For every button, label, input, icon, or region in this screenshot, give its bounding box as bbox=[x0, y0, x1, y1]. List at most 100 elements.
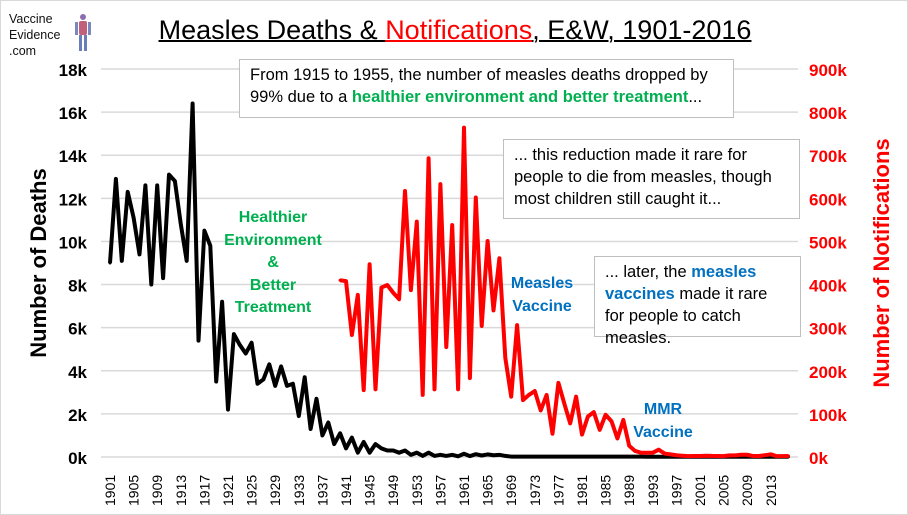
deaths-point bbox=[539, 455, 543, 459]
deaths-point bbox=[149, 283, 153, 287]
notifications-point bbox=[374, 387, 377, 391]
chart-title: Measles Deaths & Notifications, E&W, 190… bbox=[1, 15, 907, 46]
healthier-environment-label: Healthier Environment & Better Treatment bbox=[213, 207, 333, 320]
notifications-point bbox=[639, 451, 643, 455]
deaths-point bbox=[651, 455, 655, 459]
deaths-point bbox=[415, 451, 419, 455]
deaths-point bbox=[238, 343, 242, 347]
x-tick-label: 1949 bbox=[385, 475, 401, 506]
deaths-point bbox=[521, 455, 525, 459]
deaths-point bbox=[568, 455, 572, 459]
logo: Vaccine Evidence .com bbox=[9, 11, 91, 59]
deaths-point bbox=[161, 276, 165, 280]
notifications-point bbox=[415, 220, 419, 224]
deaths-point bbox=[556, 455, 560, 459]
notifications-point bbox=[592, 410, 596, 414]
deaths-point bbox=[580, 455, 584, 459]
notifications-point bbox=[615, 436, 619, 440]
deaths-point bbox=[639, 455, 643, 459]
deaths-point bbox=[610, 455, 613, 459]
mmr-vaccine-label: MMR Vaccine bbox=[623, 399, 703, 444]
x-tick-label: 2001 bbox=[692, 475, 708, 506]
deaths-point bbox=[621, 455, 625, 459]
deaths-point bbox=[356, 451, 360, 455]
deaths-point bbox=[202, 229, 206, 233]
notifications-point bbox=[486, 239, 490, 243]
logo-line2: Evidence bbox=[9, 28, 61, 42]
notifications-point bbox=[781, 454, 785, 458]
notifications-point bbox=[775, 454, 779, 458]
deaths-point bbox=[633, 455, 637, 459]
deaths-point bbox=[232, 332, 236, 336]
deaths-point bbox=[338, 431, 342, 435]
left-axis-ticks: 0k 2k 4k 6k 8k 10k 12k 14k 16k 18k bbox=[59, 61, 88, 468]
deaths-point bbox=[250, 341, 254, 345]
deaths-point bbox=[120, 259, 124, 263]
deaths-point bbox=[267, 362, 271, 366]
deaths-point bbox=[220, 300, 224, 304]
notifications-point bbox=[533, 389, 537, 393]
deaths-point bbox=[403, 449, 407, 453]
notifications-point bbox=[674, 453, 678, 457]
x-tick-label: 1925 bbox=[244, 475, 260, 506]
series-group bbox=[108, 101, 790, 459]
notifications-point bbox=[344, 279, 348, 283]
notifications-point bbox=[427, 156, 431, 160]
notifications-point bbox=[362, 388, 366, 392]
deaths-point bbox=[574, 455, 578, 459]
deaths-point bbox=[291, 382, 295, 386]
label-line: Vaccine bbox=[633, 423, 693, 441]
deaths-point bbox=[545, 455, 549, 459]
deaths-point bbox=[309, 427, 313, 431]
notifications-point bbox=[474, 195, 478, 199]
deaths-point bbox=[604, 455, 608, 459]
notifications-point bbox=[521, 398, 525, 402]
deaths-point bbox=[509, 455, 513, 459]
notifications-point bbox=[456, 387, 460, 391]
notifications-point bbox=[728, 453, 731, 457]
left-axis-title: Number of Deaths bbox=[26, 168, 51, 357]
y-tick-label: 6k bbox=[68, 320, 87, 339]
y2-tick-label: 200k bbox=[809, 363, 847, 382]
notifications-point bbox=[621, 418, 625, 422]
notifications-point bbox=[391, 291, 395, 295]
x-tick-label: 1941 bbox=[338, 475, 354, 506]
notifications-point bbox=[763, 453, 767, 457]
y2-tick-label: 900k bbox=[809, 61, 847, 80]
deaths-point bbox=[391, 449, 395, 453]
deaths-point bbox=[350, 436, 354, 440]
label-line: MMR bbox=[643, 401, 683, 418]
deaths-point bbox=[462, 452, 466, 456]
x-tick-label: 1965 bbox=[480, 475, 496, 506]
notifications-point bbox=[716, 454, 720, 458]
deaths-point bbox=[645, 455, 649, 459]
notifications-point bbox=[574, 395, 578, 399]
deaths-point bbox=[285, 384, 289, 388]
notifications-point bbox=[356, 293, 360, 297]
x-tick-label: 1901 bbox=[102, 475, 118, 506]
deaths-point bbox=[167, 173, 171, 177]
deaths-point bbox=[486, 452, 490, 456]
deaths-point bbox=[592, 455, 596, 459]
y2-tick-label: 100k bbox=[809, 406, 847, 425]
y-tick-label: 0k bbox=[68, 449, 87, 468]
notifications-point bbox=[633, 449, 637, 453]
deaths-point bbox=[214, 380, 218, 384]
notifications-point bbox=[497, 256, 501, 260]
x-tick-label: 1921 bbox=[220, 475, 236, 506]
y2-tick-label: 0k bbox=[809, 449, 828, 468]
deaths-point bbox=[385, 449, 389, 453]
notifications-point bbox=[651, 451, 655, 455]
deaths-point bbox=[226, 408, 230, 412]
deaths-point bbox=[503, 454, 507, 458]
y2-tick-label: 700k bbox=[809, 147, 847, 166]
box3-highlight: measles vaccines bbox=[605, 263, 757, 303]
deaths-point bbox=[114, 177, 118, 181]
x-tick-label: 1961 bbox=[456, 475, 472, 506]
notifications-point bbox=[409, 288, 413, 292]
x-tick-label: 2009 bbox=[739, 475, 755, 506]
deaths-point bbox=[533, 455, 537, 459]
y-tick-label: 16k bbox=[59, 104, 88, 123]
notifications-point bbox=[692, 454, 696, 458]
